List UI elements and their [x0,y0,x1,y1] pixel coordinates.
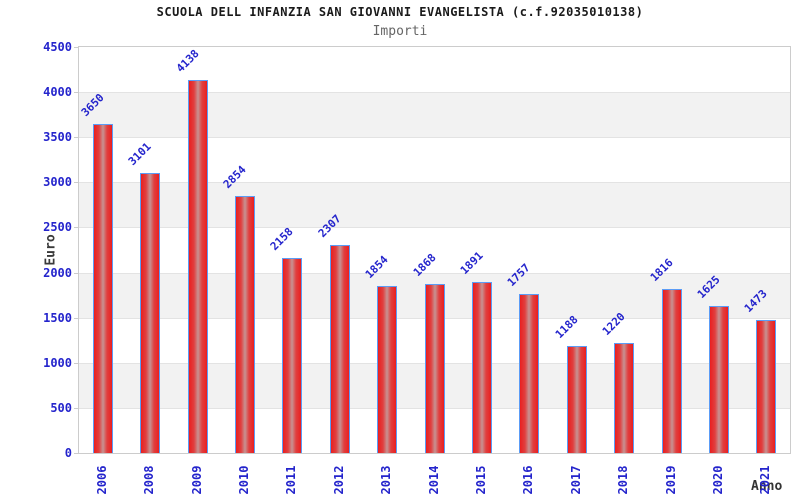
plot-band [79,227,790,273]
plot-area: 3650 3101 4138 2854 2158 2307 1854 1868 1891 1757… [78,46,791,454]
y-tick-label: 0 [64,446,72,460]
bar-2019 [661,289,682,453]
y-tick-mark [74,317,78,319]
y-tick-mark [74,407,78,409]
x-tick-label: 2017 [568,465,583,495]
x-tick-label: 2010 [236,465,251,495]
y-tick-mark [74,453,78,454]
plot-band [79,92,790,138]
bar-2006 [92,123,113,453]
x-tick-label: 2019 [663,465,678,495]
plot-band [79,182,790,228]
bar-2008 [140,173,161,453]
y-tick-label: 3000 [43,175,72,190]
x-tick-label: 2014 [426,465,441,495]
y-tick-label: 4000 [43,85,72,100]
y-tick-label: 1000 [43,355,72,370]
y-tick-mark [74,137,78,139]
y-tick-label: 2000 [43,265,72,280]
y-tick-mark [74,182,78,184]
x-tick-label: 2008 [142,465,157,495]
bar-2014 [424,284,445,453]
x-tick-label: 2018 [616,465,631,495]
y-tick-label: 1500 [43,310,72,325]
chart-title: SCUOLA DELL INFANZIA SAN GIOVANNI EVANGE… [156,5,644,19]
y-tick-label: 2500 [43,220,72,235]
x-tick-label: 2006 [94,465,109,495]
bar-2020 [708,306,729,453]
y-tick-mark [74,272,78,274]
x-tick-label: 2016 [521,465,536,495]
bar-2012 [329,244,350,453]
chart-subtitle: Importi [372,24,428,39]
bar-2010 [234,195,255,453]
bar-2018 [614,342,635,453]
y-axis-title: Euro [43,234,59,266]
x-tick-label: 2015 [473,465,488,495]
x-axis-title: Anno [751,479,783,494]
bar-2021 [756,320,777,453]
y-tick-mark [74,47,78,48]
bar-2016 [519,294,540,453]
bar-2009 [187,79,208,453]
bar-2011 [282,258,303,453]
bar-2015 [471,282,492,453]
plot-band [79,137,790,183]
x-tick-label: 2020 [710,465,725,495]
y-tick-label: 500 [50,400,72,415]
x-tick-label: 2012 [331,465,346,495]
y-tick-mark [74,227,78,229]
bar-2013 [377,285,398,453]
x-tick-label: 2011 [284,465,299,495]
bar-2017 [566,345,587,453]
x-tick-label: 2013 [379,465,394,495]
y-tick-label: 3500 [43,130,72,145]
y-tick-label: 4500 [43,40,72,54]
y-tick-mark [74,362,78,364]
x-tick-label: 2009 [189,465,204,495]
x-tick-label: 2021 [758,465,773,495]
y-tick-mark [74,92,78,94]
